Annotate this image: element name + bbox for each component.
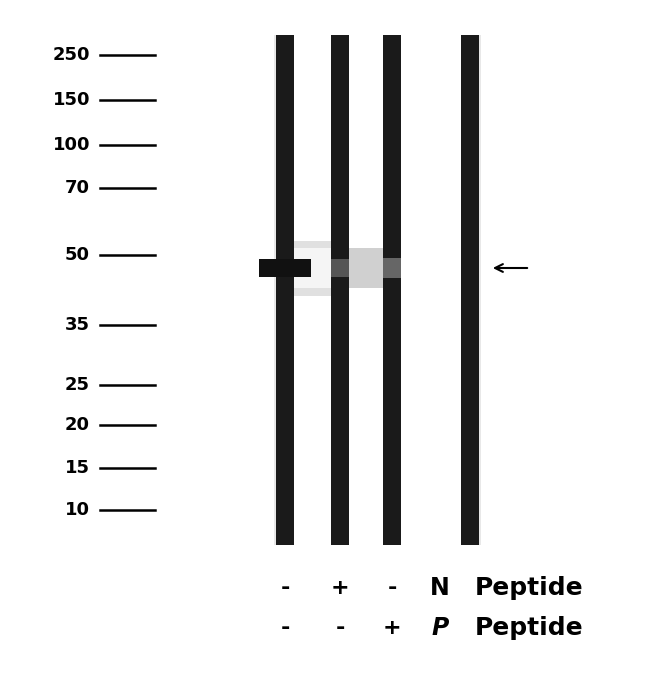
Text: 70: 70	[65, 179, 90, 197]
Bar	[461, 35, 479, 545]
Text: 15: 15	[65, 459, 90, 477]
Text: 250: 250	[53, 46, 90, 64]
Bar	[274, 35, 481, 545]
Text: +: +	[331, 578, 349, 598]
Text: 10: 10	[65, 501, 90, 519]
Text: N: N	[430, 576, 450, 600]
Bar	[401, 35, 461, 545]
Text: -: -	[335, 618, 345, 638]
Text: Peptide: Peptide	[475, 576, 584, 600]
Text: -: -	[280, 578, 290, 598]
Text: 150: 150	[53, 91, 90, 109]
Text: 35: 35	[65, 316, 90, 334]
Bar	[383, 35, 401, 545]
Text: 100: 100	[53, 136, 90, 154]
Text: -: -	[387, 578, 396, 598]
Text: -: -	[280, 618, 290, 638]
Bar	[276, 35, 294, 545]
Bar	[294, 35, 331, 545]
Bar	[383, 258, 401, 278]
Text: 25: 25	[65, 376, 90, 394]
Bar	[331, 35, 349, 545]
Bar	[349, 35, 383, 545]
Bar	[294, 248, 331, 288]
Text: P: P	[432, 616, 448, 640]
Text: +: +	[383, 618, 401, 638]
Bar	[259, 259, 311, 277]
Bar	[331, 259, 349, 277]
Text: 50: 50	[65, 246, 90, 264]
Text: 20: 20	[65, 416, 90, 434]
Bar	[349, 248, 383, 288]
Text: Peptide: Peptide	[475, 616, 584, 640]
Bar	[294, 241, 331, 296]
